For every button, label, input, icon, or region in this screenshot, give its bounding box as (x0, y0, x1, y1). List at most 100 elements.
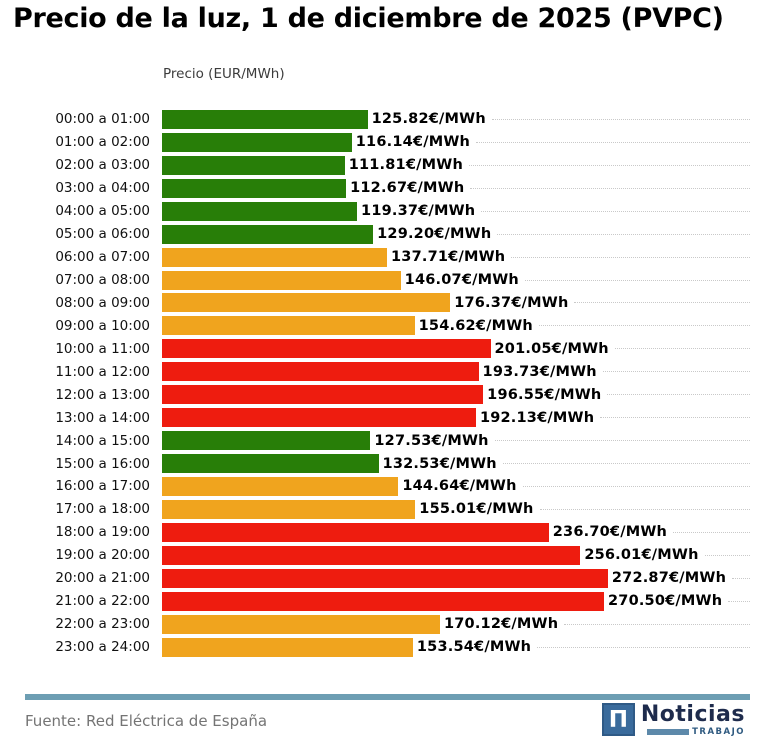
chart-row: 02:00 a 03:00 111.81€/MWh (0, 154, 750, 177)
chart-row: 15:00 a 16:00 132.53€/MWh (0, 452, 750, 475)
logo-wordmark: Noticias TRABAJO (641, 703, 745, 737)
axis-label: Precio (EUR/MWh) (163, 66, 285, 82)
row-gridline (522, 485, 750, 487)
price-bar (162, 293, 451, 313)
chart-row: 04:00 a 05:00 119.37€/MWh (0, 200, 750, 223)
chart-row: 17:00 a 18:00 155.01€/MWh (0, 498, 750, 521)
price-bar (162, 155, 345, 175)
price-value-label: 201.05€/MWh (494, 340, 609, 357)
row-gridline (470, 187, 750, 189)
price-bar (162, 568, 608, 588)
price-value-label: 170.12€/MWh (443, 616, 559, 633)
chart-row: 01:00 a 02:00 116.14€/MWh (0, 131, 750, 154)
row-gridline (538, 325, 750, 327)
price-bar (162, 247, 388, 267)
page-title: Precio de la luz, 1 de diciembre de 2025… (13, 3, 724, 34)
row-gridline (494, 440, 750, 442)
chart-row: 16:00 a 17:00 144.64€/MWh (0, 475, 750, 498)
hour-label: 20:00 a 21:00 (55, 570, 150, 587)
chart-row: 20:00 a 21:00 272.87€/MWh (0, 567, 750, 590)
logo-subbrand-text: TRABAJO (692, 727, 745, 738)
price-value-label: 256.01€/MWh (584, 547, 699, 564)
chart-row: 09:00 a 10:00 154.62€/MWh (0, 314, 750, 337)
chart-row: 08:00 a 09:00 176.37€/MWh (0, 292, 750, 315)
price-value-label: 125.82€/MWh (371, 111, 486, 128)
price-bar (162, 132, 352, 152)
price-bar (162, 339, 491, 359)
hour-label: 17:00 a 18:00 (55, 501, 150, 518)
price-bar (162, 614, 440, 634)
price-bar (162, 408, 476, 428)
chart-row: 07:00 a 08:00 146.07€/MWh (0, 269, 750, 292)
price-value-label: 153.54€/MWh (416, 639, 532, 656)
price-bar (162, 270, 401, 290)
row-gridline (491, 118, 750, 120)
price-bar (162, 637, 413, 657)
price-bar (162, 522, 549, 542)
row-gridline (602, 371, 750, 373)
price-bar (162, 201, 358, 221)
hour-label: 00:00 a 01:00 (55, 111, 150, 128)
row-gridline (476, 141, 750, 143)
chart-row: 03:00 a 04:00 112.67€/MWh (0, 177, 750, 200)
hour-label: 08:00 a 09:00 (55, 294, 150, 311)
chart-row: 11:00 a 12:00 193.73€/MWh (0, 360, 750, 383)
row-gridline (502, 463, 750, 465)
price-value-label: 154.62€/MWh (418, 317, 533, 334)
price-bar (162, 431, 371, 451)
logo-brand-text: Noticias (640, 702, 745, 727)
chart-row: 13:00 a 14:00 192.13€/MWh (0, 406, 750, 429)
hour-label: 03:00 a 04:00 (55, 180, 150, 197)
price-value-label: 129.20€/MWh (377, 226, 492, 243)
price-value-label: 146.07€/MWh (404, 272, 519, 289)
hour-label: 06:00 a 07:00 (55, 249, 150, 266)
price-value-label: 270.50€/MWh (607, 593, 723, 610)
noticias-trabajo-logo: Π Noticias TRABAJO (601, 703, 745, 737)
row-gridline (607, 394, 750, 396)
hour-label: 11:00 a 12:00 (55, 363, 150, 380)
row-gridline (600, 417, 750, 419)
logo-pi-icon: Π (601, 703, 635, 736)
chart-row: 10:00 a 11:00 201.05€/MWh (0, 337, 750, 360)
hour-label: 23:00 a 24:00 (55, 639, 150, 656)
hour-label: 22:00 a 23:00 (55, 616, 150, 633)
price-value-label: 127.53€/MWh (374, 432, 489, 449)
price-value-label: 137.71€/MWh (391, 249, 506, 266)
price-bar (162, 499, 416, 519)
chart-row: 21:00 a 22:00 270.50€/MWh (0, 590, 750, 613)
chart-row: 06:00 a 07:00 137.71€/MWh (0, 246, 750, 269)
row-gridline (704, 554, 750, 556)
footer-divider (25, 694, 750, 700)
row-gridline (564, 623, 750, 625)
hour-label: 01:00 a 02:00 (55, 134, 150, 151)
chart-row: 05:00 a 06:00 129.20€/MWh (0, 223, 750, 246)
row-gridline (732, 577, 750, 579)
hour-label: 12:00 a 13:00 (55, 386, 150, 403)
chart-row: 22:00 a 23:00 170.12€/MWh (0, 613, 750, 636)
row-gridline (728, 600, 750, 602)
hourly-price-bar-chart: 00:00 a 01:00 125.82€/MWh 01:00 a 02:00 116… (0, 108, 750, 659)
chart-row: 14:00 a 15:00 127.53€/MWh (0, 429, 750, 452)
hour-label: 18:00 a 19:00 (55, 524, 150, 541)
source-credit: Fuente: Red Eléctrica de España (25, 712, 268, 730)
price-value-label: 112.67€/MWh (350, 180, 465, 197)
hour-label: 05:00 a 06:00 (55, 226, 150, 243)
price-value-label: 272.87€/MWh (611, 570, 727, 587)
hour-label: 14:00 a 15:00 (55, 432, 150, 449)
price-value-label: 111.81€/MWh (348, 157, 463, 174)
chart-row: 00:00 a 01:00 125.82€/MWh (0, 108, 750, 131)
row-gridline (497, 233, 750, 235)
row-gridline (673, 531, 750, 533)
hour-label: 07:00 a 08:00 (55, 272, 150, 289)
price-bar (162, 224, 374, 244)
hour-label: 16:00 a 17:00 (55, 478, 150, 495)
price-bar (162, 591, 604, 611)
row-gridline (539, 508, 750, 510)
hour-label: 15:00 a 16:00 (55, 455, 150, 472)
hour-label: 21:00 a 22:00 (55, 593, 150, 610)
hour-label: 04:00 a 05:00 (55, 203, 150, 220)
price-value-label: 144.64€/MWh (402, 478, 517, 495)
price-bar (162, 109, 368, 129)
price-value-label: 196.55€/MWh (487, 386, 602, 403)
chart-row: 23:00 a 24:00 153.54€/MWh (0, 636, 750, 659)
